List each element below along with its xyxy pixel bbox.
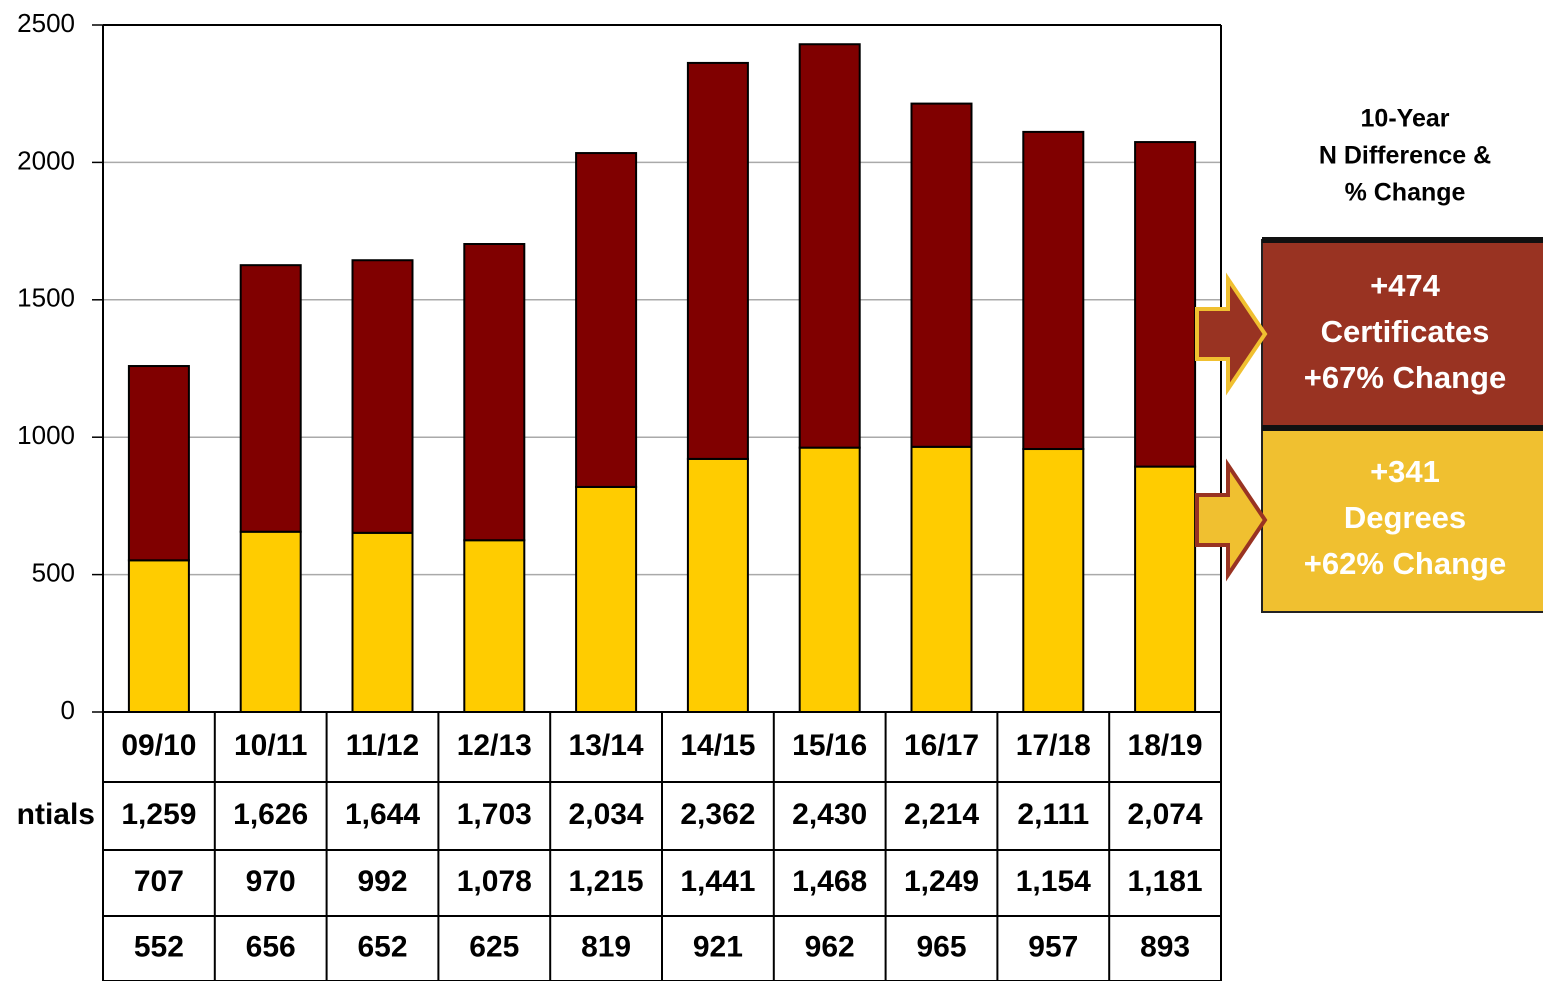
x-tick-label: 13/14 — [569, 729, 644, 762]
degree-label: 652 — [357, 930, 407, 963]
y-tick-label: 2500 — [17, 8, 75, 38]
total-label: 2,111 — [1017, 798, 1089, 831]
change-percent: +67% Change — [1304, 360, 1506, 395]
x-tick-label: 11/12 — [346, 729, 419, 762]
total-label: 1,259 — [121, 798, 196, 831]
y-tick-label: 2000 — [17, 145, 75, 175]
certificate-label: 1,154 — [1016, 865, 1091, 898]
bar-segment — [575, 152, 638, 488]
bar-segment — [351, 531, 414, 713]
degree-label: 893 — [1140, 930, 1190, 963]
bar-segment — [1134, 465, 1197, 713]
total-label: 2,362 — [680, 798, 755, 831]
arrow — [1195, 458, 1268, 582]
bar-segment — [910, 445, 973, 713]
arrow — [1195, 272, 1268, 396]
certificate-label: 1,078 — [457, 865, 532, 898]
change-difference: +474 — [1370, 268, 1441, 303]
degree-label: 552 — [134, 930, 184, 963]
certificate-label: 1,468 — [792, 865, 867, 898]
degree-label: 921 — [693, 930, 743, 963]
x-tick-label: 12/13 — [457, 729, 532, 762]
x-tick-label: 10/11 — [234, 729, 307, 762]
bar-segment — [1134, 141, 1197, 468]
bar-segment — [463, 243, 526, 542]
degree-label: 656 — [246, 930, 296, 963]
total-label: 1,703 — [457, 798, 532, 831]
x-tick-label: 17/18 — [1016, 729, 1091, 762]
side-title: 10-Year — [1361, 105, 1450, 133]
x-tick-label: 09/10 — [121, 729, 196, 762]
certificate-label: 992 — [357, 865, 407, 898]
change-box — [1261, 427, 1543, 613]
change-series: Certificates — [1321, 314, 1490, 349]
degree-label: 965 — [916, 930, 966, 963]
total-label: 1,626 — [233, 798, 308, 831]
y-tick-label: 1500 — [17, 283, 75, 313]
bar-segment — [798, 43, 861, 449]
bar-segment — [351, 259, 414, 534]
degree-label: 625 — [469, 930, 519, 963]
x-tick-label: 18/19 — [1128, 729, 1203, 762]
bar-segment — [463, 539, 526, 713]
side-title: N Difference & — [1319, 142, 1491, 170]
bar-segment — [798, 446, 861, 713]
total-label: 2,214 — [904, 798, 979, 831]
x-tick-label: 16/17 — [904, 729, 979, 762]
bar-segment — [239, 530, 302, 713]
degree-label: 957 — [1028, 930, 1078, 963]
certificate-label: 1,441 — [680, 865, 755, 898]
total-label: 2,074 — [1128, 798, 1203, 831]
bar-segment — [1022, 448, 1085, 713]
certificate-label: 1,181 — [1128, 865, 1203, 898]
x-tick-label: 15/16 — [792, 729, 867, 762]
y-tick-label: 500 — [32, 557, 75, 587]
bar-segment — [239, 264, 302, 533]
certificate-label: 1,215 — [569, 865, 644, 898]
change-difference: +341 — [1370, 454, 1440, 489]
y-tick-label: 1000 — [17, 420, 75, 450]
total-label: 2,430 — [792, 798, 867, 831]
certificate-label: 970 — [246, 865, 296, 898]
bar-segment — [127, 559, 190, 714]
degree-label: 819 — [581, 930, 631, 963]
total-label: 1,644 — [345, 798, 420, 831]
bar-segment — [575, 485, 638, 714]
bar-segment — [686, 457, 749, 714]
change-box — [1261, 239, 1543, 429]
total-label: 2,034 — [569, 798, 644, 831]
degree-label: 962 — [805, 930, 855, 963]
change-percent: +62% Change — [1304, 546, 1506, 581]
bar-segment — [686, 61, 749, 460]
change-series: Degrees — [1344, 500, 1466, 535]
bar-segment — [1022, 130, 1085, 451]
x-tick-label: 14/15 — [680, 729, 755, 762]
certificate-label: 707 — [134, 865, 184, 898]
bar-segment — [127, 365, 190, 562]
side-title: % Change — [1345, 179, 1466, 207]
certificate-label: 1,249 — [904, 865, 979, 898]
bar-segment — [910, 102, 973, 448]
row-label: ntials — [17, 798, 95, 831]
y-tick-label: 0 — [61, 695, 75, 725]
